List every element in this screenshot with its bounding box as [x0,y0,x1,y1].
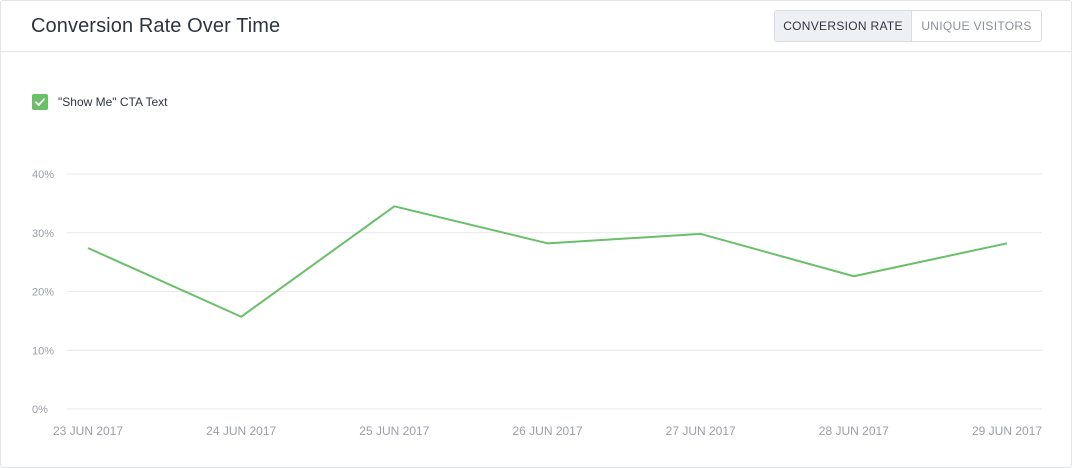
data-point[interactable] [235,311,247,323]
data-point[interactable] [695,228,707,240]
series-line[interactable] [87,205,1008,318]
data-point[interactable] [82,242,94,254]
y-tick-label: 0% [32,404,48,416]
metric-toggle: CONVERSION RATE UNIQUE VISITORS [774,10,1042,42]
x-tick-label: 29 JUN 2017 [972,424,1042,438]
page-title: Conversion Rate Over Time [31,15,281,37]
x-tick-label: 23 JUN 2017 [53,424,123,438]
conversion-rate-button[interactable]: CONVERSION RATE [775,11,912,41]
data-point[interactable] [848,270,860,282]
card-header: Conversion Rate Over Time CONVERSION RAT… [1,1,1071,52]
data-point[interactable] [542,237,554,249]
x-tick-label: 28 JUN 2017 [819,424,889,438]
x-tick-label: 27 JUN 2017 [666,424,736,438]
y-tick-label: 30% [32,228,54,240]
y-tick-label: 20% [32,287,54,299]
legend-item[interactable]: "Show Me" CTA Text [32,94,167,110]
y-tick-label: 10% [32,345,54,357]
x-tick-label: 26 JUN 2017 [512,424,582,438]
legend-label: "Show Me" CTA Text [58,95,168,109]
unique-visitors-button[interactable]: UNIQUE VISITORS [912,11,1041,41]
x-tick-label: 24 JUN 2017 [206,424,276,438]
legend-checkbox[interactable] [32,94,48,110]
x-tick-label: 25 JUN 2017 [359,424,429,438]
y-tick-label: 40% [32,169,54,181]
line-chart: 0% 10% 20% 30% 40% 23 JUN 2017 24 JUN 2017 25 J… [32,169,1042,438]
checkmark-icon [35,98,45,106]
data-point[interactable] [1001,237,1013,249]
data-point[interactable] [388,200,400,212]
